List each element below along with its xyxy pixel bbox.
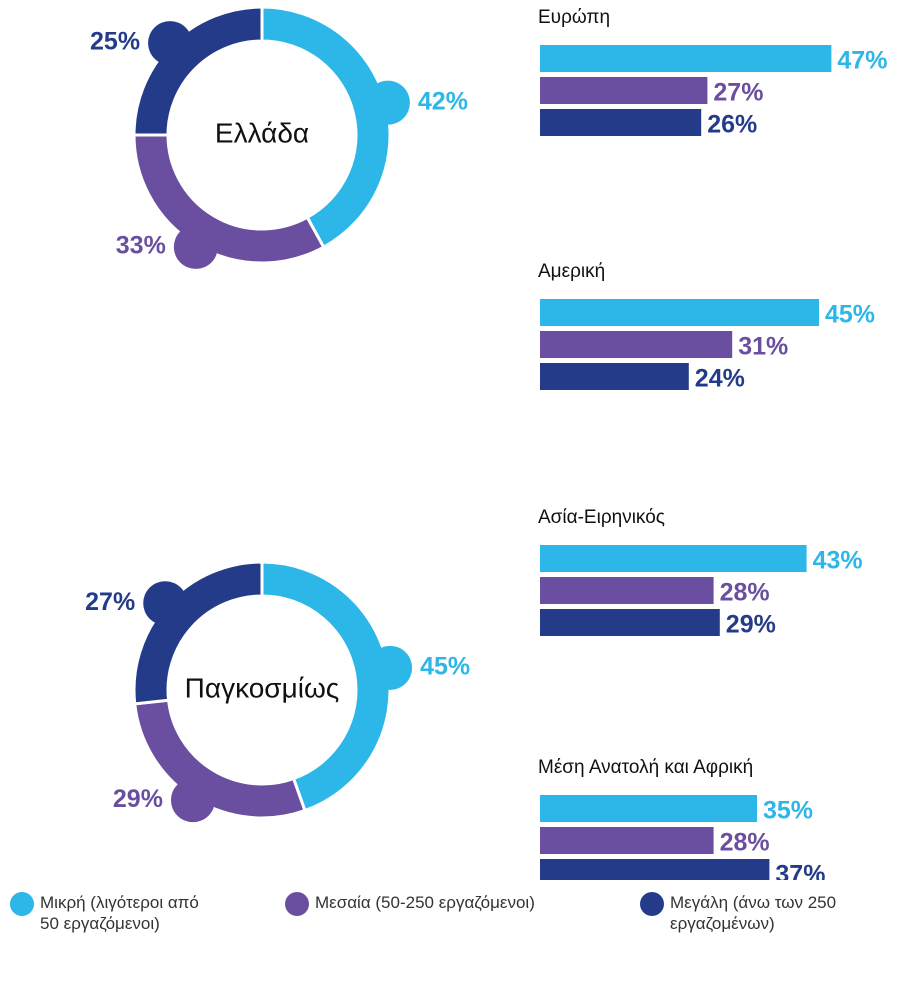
donut-title: Παγκοσμίως	[185, 672, 340, 703]
legend-label: Μεγάλη (άνω των 250 εργαζομένων)	[670, 893, 837, 933]
segment-label: 42%	[418, 87, 468, 115]
legend-item: Μεγάλη (άνω των 250 εργαζομένων)	[640, 892, 860, 934]
bar	[540, 827, 714, 854]
legend-label: Μεσαία (50-250 εργαζόμενοι)	[315, 893, 535, 912]
bar	[540, 577, 714, 604]
donut-title: Ελλάδα	[215, 117, 309, 148]
bar-label: 43%	[813, 547, 863, 575]
legend-swatch	[285, 892, 309, 916]
legend-label: Μικρή (λιγότεροι από 50 εργαζόμενοι)	[40, 893, 199, 933]
bar-label: 27%	[713, 79, 763, 107]
segment-marker	[368, 645, 413, 690]
legend-swatch	[10, 892, 34, 916]
bar	[540, 545, 807, 572]
bar	[540, 109, 702, 136]
group-title: Ασία-Ειρηνικός	[538, 507, 665, 528]
legend-item: Μεσαία (50-250 εργαζόμενοι)	[285, 892, 615, 916]
legend-item: Μικρή (λιγότεροι από 50 εργαζόμενοι)	[10, 892, 210, 934]
group-title: Μέση Ανατολή και Αφρική	[538, 757, 753, 778]
segment-marker	[170, 778, 215, 823]
group-title: Αμερική	[538, 261, 605, 282]
bar-label: 26%	[707, 111, 757, 139]
bar-label: 31%	[738, 333, 788, 361]
segment-marker	[173, 224, 218, 269]
segment-label: 45%	[420, 652, 470, 680]
bar-label: 28%	[720, 829, 770, 857]
bar	[540, 77, 708, 104]
bar	[540, 859, 770, 880]
bar-label: 37%	[775, 861, 825, 880]
donut-segment	[260, 5, 392, 250]
segment-marker	[148, 21, 193, 66]
legend-swatch	[640, 892, 664, 916]
segment-label: 33%	[116, 232, 166, 260]
segment-label: 29%	[113, 785, 163, 813]
bar-label: 45%	[825, 301, 875, 329]
segment-label: 25%	[90, 28, 140, 56]
group-title: Ευρώπη	[538, 7, 610, 28]
bar	[540, 299, 819, 326]
bar	[540, 45, 832, 72]
donut-segment	[132, 5, 264, 137]
bar-label: 47%	[837, 47, 887, 75]
bar-label: 29%	[726, 611, 776, 639]
bar-label: 35%	[763, 797, 813, 825]
charts: 42% 33% 25% Ελλάδα Ευρώπη 47% 27% 26% Αμερική 45%…	[85, 5, 887, 880]
segment-marker	[143, 581, 188, 626]
segment-label: 27%	[85, 588, 135, 616]
bar-label: 24%	[695, 365, 745, 393]
bar	[540, 609, 720, 636]
donut-segment	[132, 560, 264, 706]
bar	[540, 331, 733, 358]
donut-segment	[260, 560, 392, 813]
segment-marker	[365, 80, 410, 125]
bar-label: 28%	[720, 579, 770, 607]
bar	[540, 363, 689, 390]
bar	[540, 795, 757, 822]
